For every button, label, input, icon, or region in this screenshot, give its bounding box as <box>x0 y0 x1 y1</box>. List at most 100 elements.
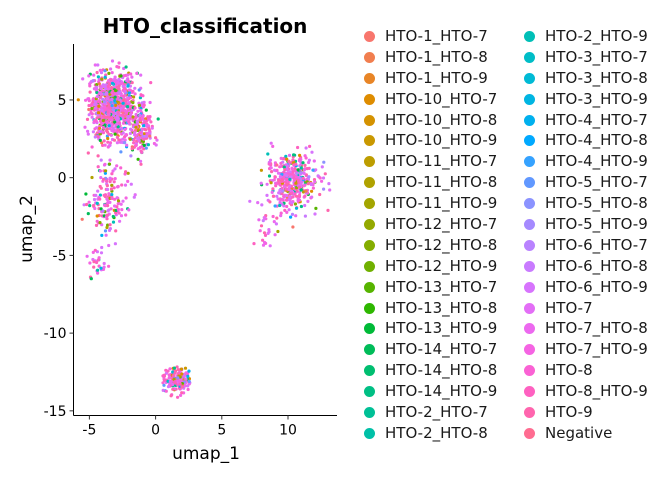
scatter-point <box>304 189 308 193</box>
scatter-point <box>107 102 111 106</box>
scatter-point <box>282 176 286 180</box>
legend-label: HTO-14_HTO-7 <box>385 340 498 359</box>
x-axis-label: umap_1 <box>172 444 240 464</box>
scatter-point <box>285 193 289 198</box>
scatter-point <box>116 106 120 110</box>
scatter-point <box>186 387 190 392</box>
scatter-point <box>187 379 191 383</box>
scatter-point <box>139 159 143 163</box>
scatter-point <box>81 77 85 81</box>
scatter-point <box>115 114 119 119</box>
scatter-point <box>87 200 91 204</box>
scatter-point <box>141 105 145 109</box>
scatter-point <box>142 143 146 147</box>
scatter-point <box>129 154 133 158</box>
scatter-point <box>287 159 291 163</box>
scatter-point <box>140 116 145 120</box>
scatter-point <box>292 173 296 177</box>
scatter-point <box>113 197 117 201</box>
scatter-point <box>278 188 282 192</box>
scatter-point <box>288 177 292 181</box>
scatter-point <box>172 366 176 370</box>
scatter-point <box>105 121 109 125</box>
scatter-point <box>99 87 103 91</box>
legend-label: HTO-7_HTO-8 <box>545 319 648 338</box>
scatter-point <box>117 61 121 65</box>
scatter-point <box>294 194 299 198</box>
legend-label: HTO-13_HTO-7 <box>385 277 498 296</box>
scatter-point <box>328 188 332 192</box>
scatter-point <box>279 214 283 218</box>
scatter-point <box>179 367 184 371</box>
scatter-point <box>288 184 292 188</box>
scatter-point <box>291 158 295 162</box>
scatter-point <box>290 201 294 205</box>
scatter-point <box>166 385 171 389</box>
legend-label: HTO-1_HTO-7 <box>385 27 488 45</box>
scatter-point <box>103 171 107 175</box>
scatter-point <box>280 179 284 183</box>
scatter-point <box>169 394 173 398</box>
scatter-point <box>121 105 126 109</box>
scatter-point <box>114 229 118 233</box>
scatter-point <box>139 73 143 77</box>
legend-key-dot <box>364 427 375 439</box>
scatter-point <box>114 111 118 116</box>
scatter-point <box>99 251 104 255</box>
scatter-point <box>92 197 97 202</box>
scatter-point <box>124 196 128 200</box>
scatter-point <box>128 131 132 136</box>
legend-key-dot <box>364 323 375 335</box>
scatter-point <box>307 160 311 165</box>
scatter-point <box>180 391 184 395</box>
scatter-point <box>106 140 110 144</box>
scatter-point <box>276 229 280 234</box>
scatter-point <box>88 204 92 208</box>
scatter-point <box>121 111 125 115</box>
scatter-point <box>109 187 114 191</box>
scatter-point <box>93 248 97 252</box>
scatter-point <box>271 144 275 148</box>
scatter-point <box>131 101 135 105</box>
legend-label: HTO-12_HTO-7 <box>385 215 498 234</box>
legend-label: HTO-3_HTO-9 <box>545 89 648 108</box>
scatter-point <box>304 156 308 160</box>
scatter-point <box>98 119 103 123</box>
scatter-point <box>180 372 184 376</box>
scatter-point <box>113 177 117 181</box>
legend-label: HTO-2_HTO-9 <box>545 27 648 45</box>
scatter-point <box>105 97 110 101</box>
scatter-point <box>126 96 130 100</box>
legend-label: HTO-13_HTO-8 <box>385 298 498 317</box>
scatter-point <box>120 208 124 212</box>
scatter-point <box>115 130 119 134</box>
scatter-point <box>272 178 276 182</box>
scatter-point <box>85 117 90 121</box>
scatter-point <box>262 216 266 220</box>
scatter-point <box>180 385 184 389</box>
scatter-point <box>99 207 103 211</box>
scatter-point <box>278 165 282 169</box>
scatter-point <box>133 86 137 90</box>
scatter-point <box>155 138 159 142</box>
scatter-point <box>87 113 91 117</box>
legend-label: HTO-10_HTO-9 <box>385 131 498 150</box>
scatter-point <box>98 221 102 225</box>
scatter-point <box>95 95 99 99</box>
scatter-point <box>292 175 296 180</box>
scatter-point <box>183 384 187 388</box>
scatter-point <box>326 208 330 212</box>
scatter-point <box>311 168 315 172</box>
legend-key-dot <box>364 72 375 84</box>
scatter-point <box>154 136 158 140</box>
scatter-point <box>115 141 119 145</box>
scatter-point <box>110 116 114 120</box>
scatter-point <box>100 233 104 237</box>
legend-key-dot <box>364 260 375 272</box>
scatter-point <box>124 99 128 103</box>
scatter-point <box>135 120 139 124</box>
scatter-point <box>296 168 300 172</box>
scatter-point <box>102 139 106 143</box>
scatter-point <box>131 115 135 119</box>
scatter-point <box>96 75 100 79</box>
